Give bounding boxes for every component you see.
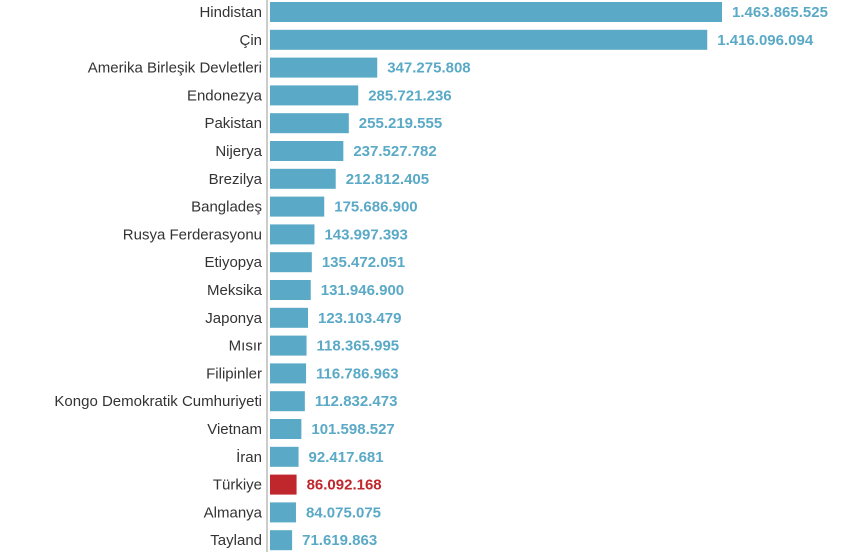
value-label: 118.365.995 (317, 338, 400, 355)
value-label: 86.092.168 (307, 477, 382, 494)
category-label: Nijerya (215, 143, 262, 160)
value-label: 1.463.865.525 (732, 4, 828, 21)
bar (270, 419, 302, 439)
category-label: Vietnam (207, 421, 262, 438)
bar (270, 502, 296, 523)
value-label: 71.619.863 (302, 532, 377, 549)
value-label: 347.275.808 (387, 60, 470, 77)
category-label: Çin (239, 32, 262, 49)
category-label: Tayland (210, 532, 262, 549)
bar (270, 113, 349, 134)
value-label: 116.786.963 (316, 365, 399, 382)
bar (270, 57, 378, 78)
bar (270, 168, 336, 189)
bar (270, 474, 297, 495)
value-label: 143.997.393 (324, 226, 407, 243)
category-label: Pakistan (204, 115, 262, 132)
category-label: Endonezya (187, 87, 263, 104)
bar (270, 196, 325, 217)
bar (270, 363, 307, 384)
bar (270, 280, 311, 300)
bar (270, 252, 312, 273)
bar (270, 307, 309, 328)
bar (270, 85, 359, 106)
value-label: 255.219.555 (359, 115, 442, 132)
category-label: Japonya (205, 310, 262, 327)
value-label: 112.832.473 (315, 393, 398, 410)
category-label: Hindistan (199, 4, 262, 21)
value-label: 1.416.096.094 (717, 32, 814, 49)
category-label: Almanya (204, 504, 263, 521)
value-label: 92.417.681 (309, 449, 384, 466)
category-label: Kongo Demokratik Cumhuriyeti (54, 393, 262, 410)
value-label: 123.103.479 (318, 310, 401, 327)
bar (270, 224, 315, 245)
category-label: Amerika Birleşik Devletleri (88, 60, 262, 77)
value-label: 101.598.527 (311, 421, 394, 438)
category-label: Brezilya (209, 171, 263, 188)
value-label: 131.946.900 (321, 282, 404, 299)
category-label: Etiyopya (204, 254, 262, 271)
value-label: 285.721.236 (368, 87, 451, 104)
category-label: Filipinler (206, 365, 262, 382)
category-label: Türkiye (213, 477, 262, 494)
bar (270, 446, 299, 467)
category-label: Bangladeş (191, 199, 262, 216)
bar (270, 530, 293, 551)
bar (270, 141, 344, 161)
value-label: 84.075.075 (306, 504, 381, 521)
value-label: 135.472.051 (322, 254, 405, 271)
value-label: 237.527.782 (353, 143, 436, 160)
bar (270, 335, 307, 356)
bar (270, 29, 708, 50)
category-label: Mısır (229, 338, 262, 355)
value-label: 212.812.405 (346, 171, 429, 188)
value-label: 175.686.900 (334, 199, 417, 216)
bar (270, 2, 722, 22)
category-label: Rusya Ferderasyonu (123, 226, 262, 243)
category-label: İran (236, 448, 262, 466)
bar (270, 391, 305, 412)
category-label: Meksika (207, 282, 263, 299)
